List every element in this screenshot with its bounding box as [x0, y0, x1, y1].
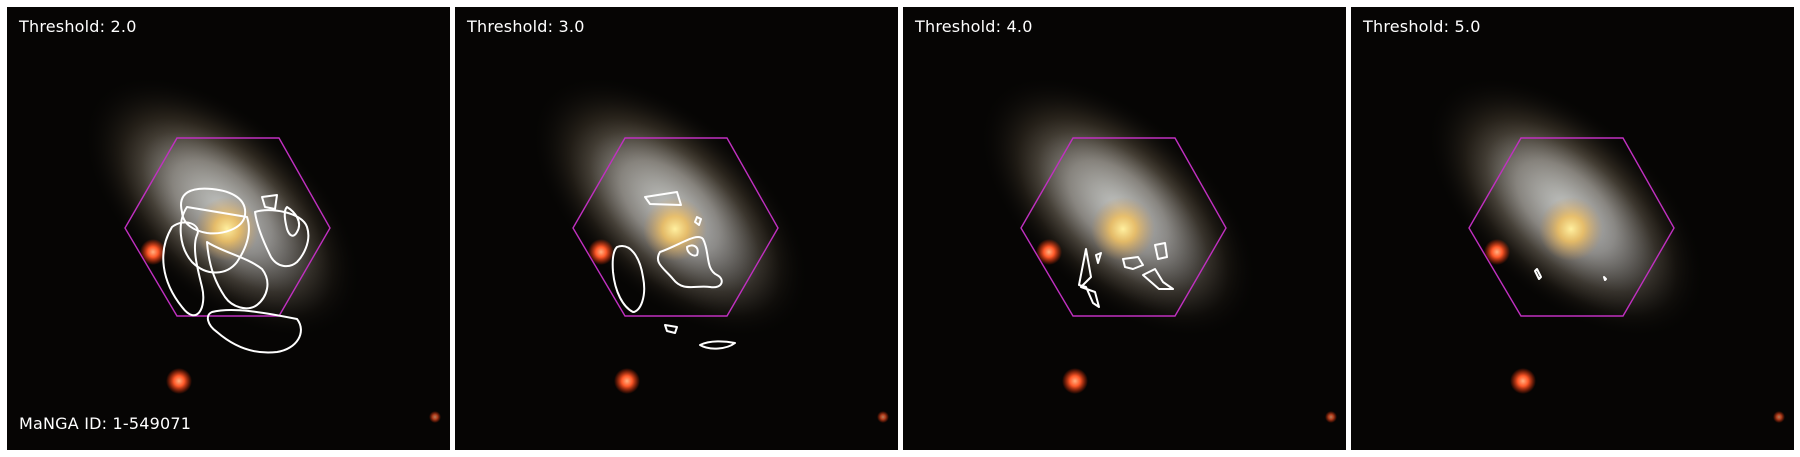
red-source: [614, 368, 640, 394]
red-source: [588, 239, 614, 265]
galaxy-core: [1539, 197, 1603, 261]
ifu-hexagon: [1468, 137, 1675, 317]
panel-threshold-2: Threshold: 2.0 MaNGA ID: 1-549071: [7, 7, 450, 450]
panel-threshold-4: Threshold: 4.0: [903, 7, 1346, 450]
threshold-contours: [1534, 268, 1607, 281]
galaxy-image: [903, 7, 1346, 450]
galaxy-image: [7, 7, 450, 450]
threshold-contours: [162, 187, 310, 354]
galaxy-image: [1351, 7, 1794, 450]
panel-title: Threshold: 4.0: [915, 17, 1033, 36]
panel-threshold-3: Threshold: 3.0: [455, 7, 898, 450]
panel-threshold-5: Threshold: 5.0: [1351, 7, 1794, 450]
threshold-contours: [1078, 242, 1174, 308]
red-source: [1484, 239, 1510, 265]
red-source: [140, 239, 166, 265]
galaxy-core: [1091, 197, 1155, 261]
panel-title: Threshold: 3.0: [467, 17, 585, 36]
red-source: [1510, 368, 1536, 394]
panel-title: Threshold: 5.0: [1363, 17, 1481, 36]
manga-id-label: MaNGA ID: 1-549071: [19, 414, 192, 433]
panel-title: Threshold: 2.0: [19, 17, 137, 36]
galaxy-image: [455, 7, 898, 450]
red-source: [1036, 239, 1062, 265]
ifu-hexagon: [1020, 137, 1227, 317]
threshold-contours: [611, 191, 736, 350]
ifu-hexagon: [572, 137, 779, 317]
red-source: [1062, 368, 1088, 394]
red-source: [166, 368, 192, 394]
